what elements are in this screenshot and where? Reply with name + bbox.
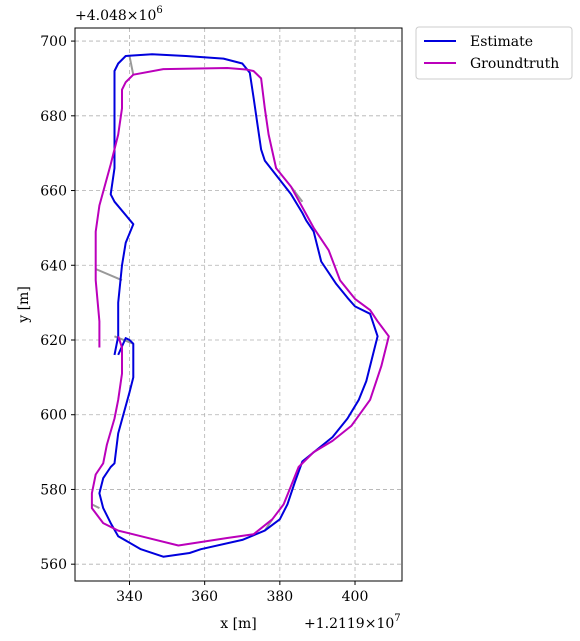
series-lines: [90, 53, 390, 558]
y-axis-label: y [m]: [16, 286, 32, 324]
x-tick-label: 360: [191, 589, 218, 605]
series-line-estimate: [98, 53, 379, 558]
correspondence-line: [91, 503, 100, 510]
y-tick-label: 660: [40, 184, 67, 200]
legend-label-estimate: Estimate: [470, 34, 533, 50]
y-tick-label: 580: [40, 482, 67, 498]
y-offset-label: +4.048×106: [75, 5, 163, 24]
y-tick-label: 620: [40, 333, 67, 349]
x-offset-label: +1.2119×107: [304, 613, 401, 632]
y-tick-label: 700: [40, 34, 67, 50]
legend: Estimate Groundtruth: [415, 26, 573, 80]
y-tick-label: 600: [40, 408, 67, 424]
correspondence-lines: [91, 55, 304, 532]
x-tick-label: 400: [342, 589, 369, 605]
x-tick-label: 340: [116, 589, 143, 605]
x-axis-label: x [m]: [220, 616, 257, 632]
series-line-groundtruth: [90, 67, 390, 547]
plot-frame: [74, 27, 403, 582]
grid: [75, 28, 402, 581]
correspondence-line: [128, 55, 135, 75]
y-tick-label: 560: [40, 557, 67, 573]
legend-label-groundtruth: Groundtruth: [470, 56, 559, 72]
y-tick-label: 680: [40, 109, 67, 125]
ticks: 340 360 380 400 560 580 600 620 640 660 680 700: [40, 34, 368, 605]
y-tick-label: 640: [40, 258, 67, 274]
x-tick-label: 380: [266, 589, 293, 605]
correspondence-line: [95, 268, 123, 282]
